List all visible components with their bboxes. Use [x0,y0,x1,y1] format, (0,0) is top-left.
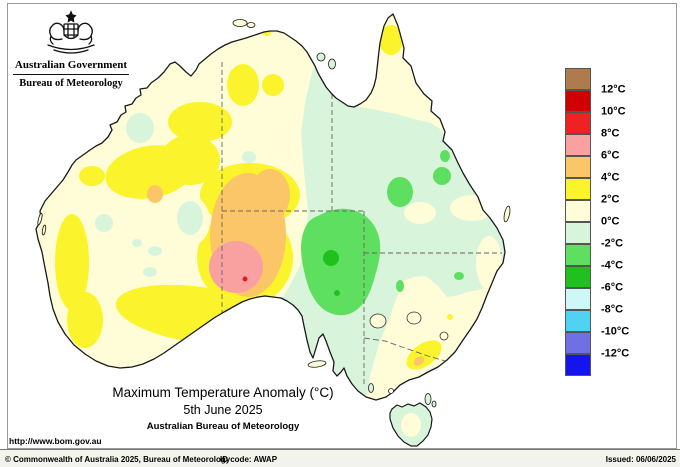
legend-label: -2°C [601,237,624,250]
bom-url: http://www.bom.gov.au [9,436,102,446]
government-title: Australian Government [14,59,128,71]
legend-color-block [565,288,591,310]
anomaly-hotspot [242,276,248,282]
map-frame [7,3,677,449]
legend-color-block [565,332,591,354]
anomaly-region-6-8 [209,241,263,293]
map-organisation: Australian Bureau of Meteorology [146,421,300,432]
map-caption: Maximum Temperature Anomaly (°C) 5th Jun… [63,385,383,432]
legend-color-block [565,310,591,332]
legend-label: 4°C [601,171,620,184]
issued-text: Issued: 06/06/2025 [605,455,676,464]
legend-color-block [565,134,591,156]
legend-color-block [565,112,591,134]
islands [37,19,511,408]
legend-label: -6°C [601,281,624,294]
act-border [439,331,449,341]
legend-label: 6°C [601,149,620,162]
port-phillip-bay [388,388,394,394]
state-borders [221,62,502,386]
copyright-text: © Commonwealth of Australia 2025, Bureau… [5,455,231,464]
anomaly-region-neg4-neg2 [301,150,464,316]
legend-color-block [565,244,591,266]
tasmania-coastline [389,402,433,447]
legend-label: 8°C [601,127,620,140]
coat-of-arms [47,10,95,54]
legend-label: 0°C [601,215,620,228]
legend-color-block [565,266,591,288]
bureau-title: Bureau of Meteorology [19,78,123,89]
header-divider [13,74,129,75]
salt-lakes [369,311,422,329]
mainland-coastline [35,13,506,401]
id-code-text: ID code: AWAP [220,455,278,464]
temperature-legend: 12°C 10°C 8°C 6°C 4°C 2°C 0°C -2°C -4°C -6°C -8°C -… [565,68,675,380]
legend-label: 10°C [601,105,626,118]
legend-label: 2°C [601,193,620,206]
legend-color-block [565,354,591,376]
map-date: 5th June 2025 [183,403,263,417]
anomaly-region-neg6-neg4 [323,250,340,296]
tasmania-regions [390,403,432,446]
legend-color-block [565,68,591,90]
legend-color-block [565,90,591,112]
legend-color-block [565,200,591,222]
legend-label: -4°C [601,259,624,272]
legend-color-block [565,156,591,178]
footer-bar: © Commonwealth of Australia 2025, Bureau… [0,449,680,467]
map-title: Maximum Temperature Anomaly (°C) [112,385,334,400]
legend-label: 12°C [601,83,626,96]
legend-color-block [565,222,591,244]
legend-label: -12°C [601,347,630,360]
legend-label: -10°C [601,325,630,338]
legend-color-block [565,178,591,200]
legend-label: -8°C [601,303,624,316]
